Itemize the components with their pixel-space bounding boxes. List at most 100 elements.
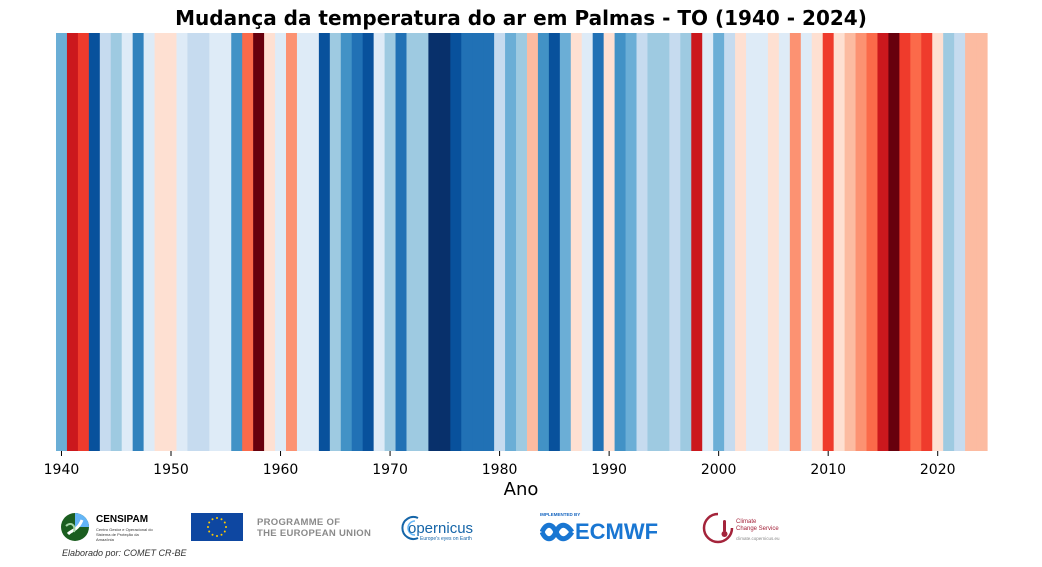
stripe-1992: [625, 33, 638, 451]
stripe-1959: [264, 33, 276, 451]
stripe-2015: [877, 33, 890, 451]
ecmwf-implemented-by: IMPLEMENTED BY: [540, 512, 581, 517]
stripe-1996: [669, 33, 681, 451]
stripe-1960: [275, 33, 287, 451]
stripe-2007: [789, 33, 802, 451]
c3s-line-1: Climate: [736, 519, 757, 525]
stripe-1969: [373, 33, 386, 451]
stripe-1950: [165, 33, 178, 451]
copernicus-logo: opernicus Europe's eyes on Earth: [396, 512, 496, 544]
stripe-1998: [691, 33, 703, 451]
stripe-1983: [526, 33, 539, 451]
stripe-1980: [494, 33, 506, 451]
stripe-1979: [483, 33, 495, 451]
stripe-1957: [242, 33, 254, 451]
censipam-logo: CENSIPAM Centro Gestor e Operacional do …: [60, 510, 160, 544]
copernicus-name: opernicus: [408, 520, 474, 537]
stripe-2011: [833, 33, 846, 451]
stripe-1945: [110, 33, 123, 451]
stripe-1994: [647, 33, 660, 451]
copernicus-c-icon: [401, 516, 419, 540]
stripe-2005: [767, 33, 780, 451]
stripe-1962: [296, 33, 309, 451]
c3s-line-2: Change Service: [736, 526, 779, 532]
ecmwf-logo: IMPLEMENTED BY ECMWF: [540, 512, 680, 544]
stripe-1966: [340, 33, 353, 451]
c3s-name: Climate Change Service: [736, 519, 779, 533]
stripe-1948: [143, 33, 156, 451]
x-tick-label-2020: 2020: [920, 462, 956, 478]
stripe-2016: [888, 33, 900, 451]
stripe-1943: [88, 33, 101, 451]
stripe-1985: [548, 33, 561, 451]
chart-title: Mudança da temperatura do ar em Palmas -…: [175, 6, 867, 30]
stripe-2024: [976, 33, 988, 451]
stripe-1978: [472, 33, 484, 451]
stripe-2000: [713, 33, 725, 451]
stripe-1946: [121, 33, 134, 451]
stripe-2021: [943, 33, 955, 451]
x-axis-ticks: 1940 1950 1960 1970 1980 1990 2000 2010 2020: [44, 451, 956, 478]
stripe-1973: [417, 33, 429, 451]
stripe-1952: [187, 33, 199, 451]
stripe-2022: [954, 33, 966, 451]
stripe-1972: [406, 33, 419, 451]
stripe-2012: [844, 33, 857, 451]
stripe-2010: [822, 33, 835, 451]
stripe-1975: [439, 33, 451, 451]
stripe-1974: [428, 33, 440, 451]
stripe-1995: [658, 33, 670, 451]
stripe-1961: [286, 33, 298, 451]
stripe-1968: [362, 33, 375, 451]
x-tick-label-2010: 2010: [810, 462, 846, 478]
stripe-2019: [921, 33, 933, 451]
stripe-1958: [253, 33, 265, 451]
stripe-1987: [570, 33, 583, 451]
stripe-1999: [702, 33, 714, 451]
x-tick-label-1990: 1990: [591, 462, 627, 478]
stripe-1941: [66, 33, 79, 451]
stripe-2001: [724, 33, 736, 451]
stripe-1963: [307, 33, 320, 451]
c3s-logo: Climate Change Service climate.copernicu…: [702, 512, 802, 544]
x-tick-label-2000: 2000: [701, 462, 737, 478]
stripe-1970: [384, 33, 397, 451]
stripe-1964: [318, 33, 331, 451]
stripe-2003: [746, 33, 758, 451]
stripe-2009: [811, 33, 824, 451]
copernicus-subtitle: Europe's eyes on Earth: [420, 536, 472, 542]
eu-flag-icon: [191, 513, 243, 541]
c3s-url: climate.copernicus.eu: [736, 536, 780, 541]
stripe-1956: [231, 33, 243, 451]
stripe-1981: [505, 33, 517, 451]
stripe-1988: [581, 33, 594, 451]
thermometer-icon: [702, 512, 734, 544]
stripe-2013: [855, 33, 868, 451]
x-tick-label-1980: 1980: [482, 462, 518, 478]
stripe-1977: [461, 33, 473, 451]
x-tick-label-1950: 1950: [153, 462, 189, 478]
credit-text: Elaborado por: COMET CR-BE: [62, 548, 187, 558]
stripe-2020: [932, 33, 944, 451]
eu-line-1: PROGRAMME OF: [257, 517, 341, 528]
stripe-2023: [965, 33, 977, 451]
eu-programme-text: PROGRAMME OF THE EUROPEAN UNION: [257, 517, 371, 539]
stripes-group: [56, 33, 988, 451]
censipam-subtitle: Centro Gestor e Operacional do Sistema d…: [96, 527, 153, 542]
x-tick-label-1960: 1960: [263, 462, 299, 478]
stripe-2002: [735, 33, 747, 451]
stripe-2008: [800, 33, 813, 451]
stripe-1940: [56, 33, 68, 451]
stripe-2004: [756, 33, 769, 451]
stripe-1955: [220, 33, 232, 451]
stripe-1942: [77, 33, 90, 451]
stripe-1982: [516, 33, 528, 451]
stripe-1947: [132, 33, 145, 451]
stripe-2018: [910, 33, 922, 451]
stripe-1965: [329, 33, 342, 451]
stripe-1953: [198, 33, 210, 451]
censipam-name: CENSIPAM: [96, 514, 149, 525]
x-tick-label-1940: 1940: [44, 462, 80, 478]
stripe-1951: [176, 33, 189, 451]
stripe-1993: [636, 33, 649, 451]
